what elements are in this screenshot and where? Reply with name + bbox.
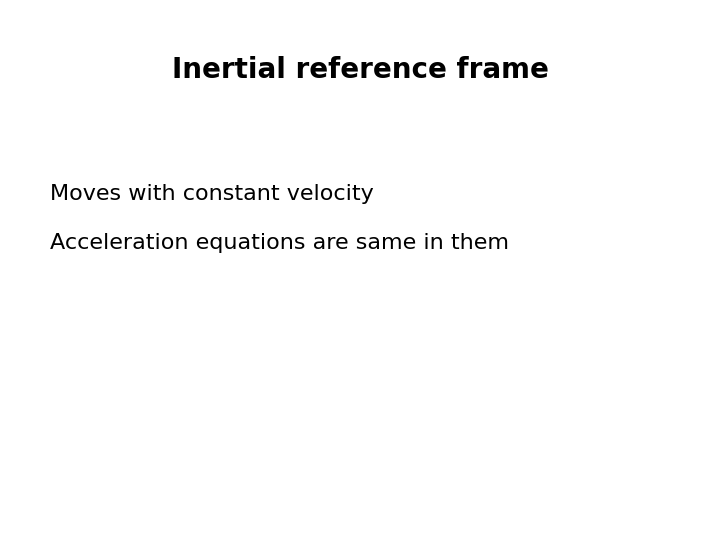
- Text: Moves with constant velocity: Moves with constant velocity: [50, 184, 374, 205]
- Text: Inertial reference frame: Inertial reference frame: [171, 56, 549, 84]
- Text: Acceleration equations are same in them: Acceleration equations are same in them: [50, 233, 510, 253]
